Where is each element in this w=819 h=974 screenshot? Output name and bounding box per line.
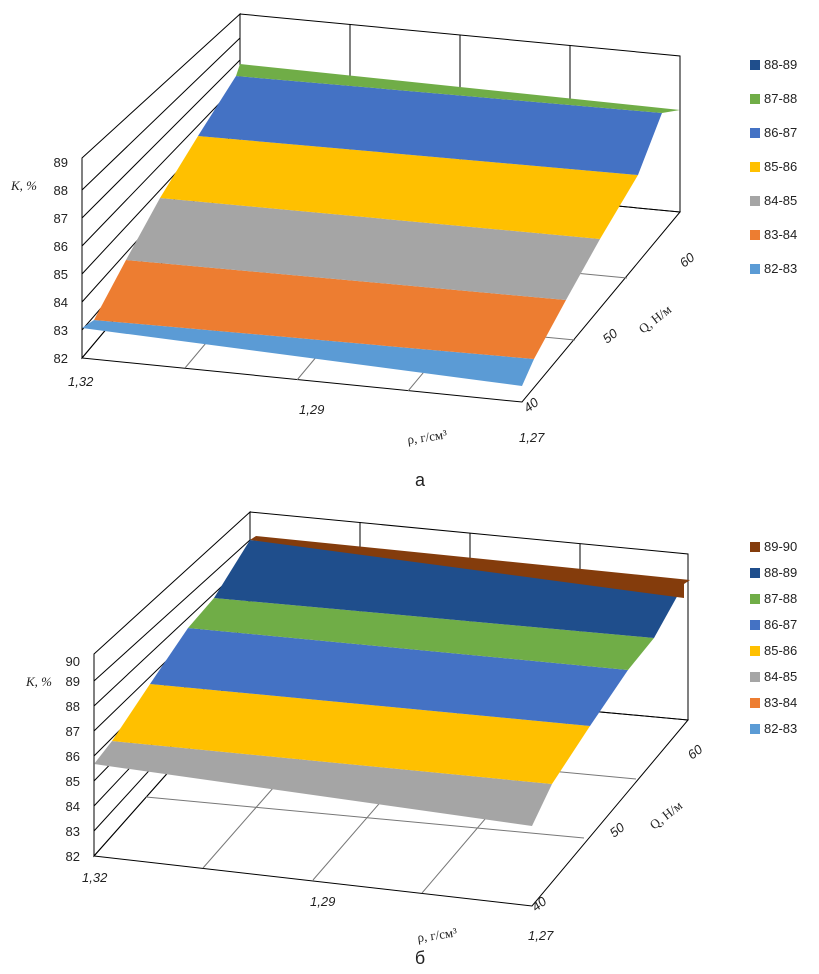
- z-tick: 83: [66, 824, 80, 839]
- y-tick: 50: [607, 819, 628, 840]
- legend-swatch: [750, 60, 760, 70]
- legend-label: 85-86: [764, 159, 797, 174]
- legend-swatch: [750, 568, 760, 578]
- z-tick: 85: [54, 267, 68, 282]
- z-tick: 88: [54, 183, 68, 198]
- legend-swatch: [750, 646, 760, 656]
- y-axis-label: Q, Н/м: [636, 302, 674, 337]
- y-tick: 60: [677, 249, 698, 270]
- chart-a-x-ticks: 1,32 1,29 1,27: [68, 374, 545, 445]
- band-84-85: [94, 741, 552, 826]
- band-82-83: [82, 320, 534, 386]
- legend-swatch: [750, 724, 760, 734]
- z-axis-label: K, %: [25, 674, 52, 689]
- y-tick: 40: [529, 893, 550, 914]
- z-tick: 84: [54, 295, 68, 310]
- legend-swatch: [750, 620, 760, 630]
- z-tick: 89: [54, 155, 68, 170]
- legend-swatch: [750, 94, 760, 104]
- chart-b-caption: б: [415, 948, 425, 968]
- chart-b-x-ticks: 1,32 1,29 1,27: [82, 870, 554, 943]
- y-tick: 50: [600, 325, 621, 346]
- x-tick: 1,27: [519, 430, 545, 445]
- band-88-89: [214, 540, 684, 638]
- legend-label: 87-88: [764, 91, 797, 106]
- chart-b-surface: [94, 536, 690, 826]
- z-tick: 85: [66, 774, 80, 789]
- z-axis-label: K, %: [10, 178, 37, 193]
- legend-swatch: [750, 128, 760, 138]
- x-tick: 1,27: [528, 928, 554, 943]
- z-tick: 89: [66, 674, 80, 689]
- legend-label: 86-87: [764, 125, 797, 140]
- band-86-87: [198, 76, 662, 175]
- legend-label: 88-89: [764, 565, 797, 580]
- legend-label: 88-89: [764, 57, 797, 72]
- z-tick: 88: [66, 699, 80, 714]
- z-tick: 84: [66, 799, 80, 814]
- x-tick: 1,29: [299, 402, 324, 417]
- legend-label: 83-84: [764, 227, 797, 242]
- band-85-86: [160, 136, 638, 239]
- x-axis-label: ρ, г/см³: [416, 925, 458, 945]
- z-tick: 82: [66, 849, 80, 864]
- legend-label: 82-83: [764, 721, 797, 736]
- y-tick: 60: [685, 741, 706, 762]
- chart-b-z-ticks: 82 83 84 85 86 87 88 89 90: [66, 654, 80, 864]
- x-tick: 1,32: [82, 870, 108, 885]
- y-axis-label: Q, Н/м: [647, 798, 685, 833]
- legend-swatch: [750, 542, 760, 552]
- band-83-84: [94, 260, 566, 359]
- z-tick: 87: [66, 724, 80, 739]
- legend-label: 85-86: [764, 643, 797, 658]
- legend-swatch: [750, 264, 760, 274]
- x-tick: 1,32: [68, 374, 94, 389]
- legend-label: 82-83: [764, 261, 797, 276]
- legend-label: 84-85: [764, 193, 797, 208]
- band-84-85: [126, 198, 600, 300]
- z-tick: 82: [54, 351, 68, 366]
- legend-label: 83-84: [764, 695, 797, 710]
- legend-swatch: [750, 672, 760, 682]
- chart-a-legend: 88-89 87-88 86-87 85-86 84-85 83-84 82-8…: [750, 57, 797, 276]
- chart-b-legend: 89-90 88-89 87-88 86-87 85-86 84-85 83-8…: [750, 539, 797, 736]
- z-tick: 86: [54, 239, 68, 254]
- legend-swatch: [750, 196, 760, 206]
- x-tick: 1,29: [310, 894, 335, 909]
- legend-swatch: [750, 594, 760, 604]
- x-axis-label: ρ, г/см³: [406, 427, 448, 447]
- legend-label: 89-90: [764, 539, 797, 554]
- z-tick: 83: [54, 323, 68, 338]
- y-tick: 40: [521, 394, 542, 415]
- chart-a: 82 83 84 85 86 87 88 89 K, % 1,32 1,29 1…: [10, 12, 797, 490]
- chart-b: 82 83 84 85 86 87 88 89 90 K, % 1,32 1,2…: [25, 510, 797, 968]
- band-87-88: [188, 598, 654, 670]
- legend-swatch: [750, 162, 760, 172]
- band-87-88: [236, 64, 680, 113]
- band-89-90: [250, 536, 690, 598]
- chart-a-caption: а: [415, 470, 426, 490]
- legend-swatch: [750, 230, 760, 240]
- chart-a-surface: [82, 64, 680, 386]
- band-86-87: [150, 628, 628, 726]
- legend-swatch: [750, 698, 760, 708]
- band-85-86: [112, 684, 590, 784]
- legend-label: 87-88: [764, 591, 797, 606]
- legend-label: 84-85: [764, 669, 797, 684]
- chart-a-z-ticks: 82 83 84 85 86 87 88 89: [54, 155, 68, 366]
- z-tick: 90: [66, 654, 80, 669]
- z-tick: 86: [66, 749, 80, 764]
- legend-label: 86-87: [764, 617, 797, 632]
- z-tick: 87: [54, 211, 68, 226]
